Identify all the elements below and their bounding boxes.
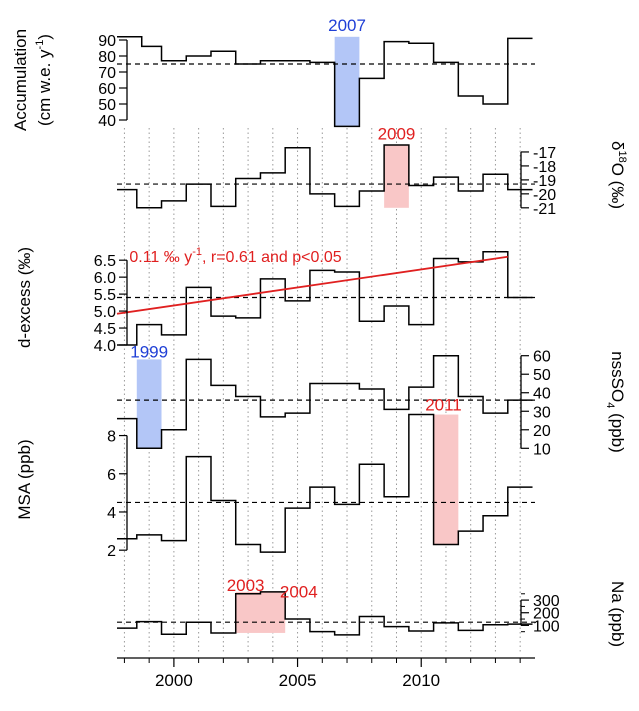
y-tick-label-accumulation-4: 80	[98, 49, 116, 66]
step-series-accumulation	[117, 36, 533, 128]
y-tick-label-accumulation-1: 50	[98, 97, 116, 114]
y-tick-label-d18o-0: -21	[533, 201, 556, 218]
ylabel-d18o-delta: δ	[608, 141, 627, 150]
highlight-box-nsso4-0	[136, 359, 162, 449]
panel-msa: 2 4 6 8 2011 MSA (ppb)	[15, 396, 535, 560]
y-tick-label-na-2: 300	[533, 593, 560, 610]
ylabel-nsso4-tail: (ppb)	[608, 408, 627, 452]
y-tick-label-accumulation-3: 70	[98, 65, 116, 82]
y-tick-label-dexcess-3: 5.5	[94, 287, 116, 304]
y-tick-label-d18o-2: -19	[533, 173, 556, 190]
ylabel-units-tail: )	[35, 34, 54, 40]
y-tick-label-accumulation-2: 60	[98, 81, 116, 98]
highlight-label-nsso4-0: 1999	[130, 343, 168, 362]
step-series-nsso4	[117, 354, 533, 450]
ylabel-d18o-sup: 18	[616, 150, 628, 162]
ylabel-units-sup: -1	[34, 40, 46, 50]
highlight-label-msa-0: 2011	[425, 396, 462, 415]
panel-dexcess: 4.04.55.05.56.06.5 0.11 ‰ y-1, r=0.61 and…	[15, 246, 535, 355]
annotation-dexcess: 0.11 ‰ y-1, r=0.61 and p<0.05	[129, 246, 341, 266]
y-tick-label-nsso4-1: 20	[533, 423, 551, 440]
y-tick-label-msa-0: 2	[107, 543, 116, 560]
x-axis: 2000 2005 2010	[117, 657, 535, 690]
highlight-box-d18o-0	[384, 144, 409, 208]
ylabel-units-main: (cm w.e. y	[35, 49, 54, 126]
y-tick-label-dexcess-2: 5.0	[94, 304, 116, 321]
highlight-label-accumulation-0: 2007	[328, 16, 366, 35]
annotation-main: 0.11 ‰ y	[129, 249, 192, 266]
annotation-tail: , r=0.61 and p<0.05	[202, 249, 342, 266]
y-tick-label-accumulation-5: 90	[98, 33, 116, 50]
highlight-label-na-0: 2003	[227, 576, 265, 595]
ylabel-na: Na (ppb)	[608, 581, 627, 647]
highlight-box-accumulation-0	[334, 36, 360, 127]
y-tick-label-d18o-1: -20	[533, 187, 556, 204]
highlight-box-na-0	[235, 591, 286, 633]
ylabel-accumulation: Accumulation	[11, 29, 30, 131]
y-tick-label-nsso4-0: 10	[533, 441, 551, 458]
y-tick-label-na-0: 100	[533, 618, 560, 635]
step-series-msa	[117, 413, 533, 553]
trend-line-dexcess	[116, 255, 508, 315]
step-series-dexcess	[117, 250, 533, 346]
y-tick-label-d18o-4: -17	[533, 145, 556, 162]
highlight-label-d18o-0: 2009	[378, 124, 416, 143]
y-tick-label-dexcess-4: 6.0	[94, 270, 116, 287]
y-tick-label-msa-2: 6	[107, 467, 116, 484]
ylabel-d18o-tail: O (‰)	[608, 163, 627, 209]
x-tick-label-2005: 2005	[279, 671, 317, 690]
ylabel-nsso4: nssSO4 (ppb)	[604, 351, 627, 453]
ylabel-accumulation-units: (cm w.e. y-1)	[34, 34, 54, 126]
ylabel-d18o: δ18O (‰)	[608, 141, 628, 209]
y-tick-label-msa-3: 8	[107, 429, 116, 446]
x-tick-label-2000: 2000	[155, 671, 193, 690]
step-series-na	[117, 591, 533, 636]
x-tick-label-2010: 2010	[402, 671, 440, 690]
ylabel-nsso4-sub: 4	[604, 402, 616, 408]
highlight-box-msa-0	[433, 414, 459, 545]
y-tick-label-nsso4-3: 40	[533, 386, 551, 403]
panel-d18o: -21-20-19-18-17 2009 δ18O (‰)	[117, 124, 628, 218]
annotation-sup: -1	[192, 246, 202, 258]
ylabel-dexcess: d-excess (‰)	[15, 247, 34, 348]
y-tick-label-d18o-3: -18	[533, 159, 556, 176]
step-series-d18o	[117, 144, 533, 209]
y-tick-label-dexcess-1: 4.5	[94, 321, 116, 338]
y-tick-label-dexcess-5: 6.5	[94, 253, 116, 270]
y-tick-label-nsso4-4: 50	[533, 367, 551, 384]
extra-label-na-0: 2004	[280, 582, 318, 601]
ylabel-msa: MSA (ppb)	[15, 439, 34, 519]
y-tick-label-dexcess-0: 4.0	[94, 338, 116, 355]
y-tick-label-msa-1: 4	[107, 505, 116, 522]
y-tick-label-nsso4-2: 30	[533, 404, 551, 421]
vertical-grid	[123, 128, 521, 652]
ylabel-nsso4-main: nssSO	[608, 351, 627, 402]
y-tick-label-nsso4-5: 60	[533, 349, 551, 366]
y-tick-label-na-1: 200	[533, 606, 560, 623]
y-tick-label-accumulation-0: 40	[98, 113, 116, 130]
